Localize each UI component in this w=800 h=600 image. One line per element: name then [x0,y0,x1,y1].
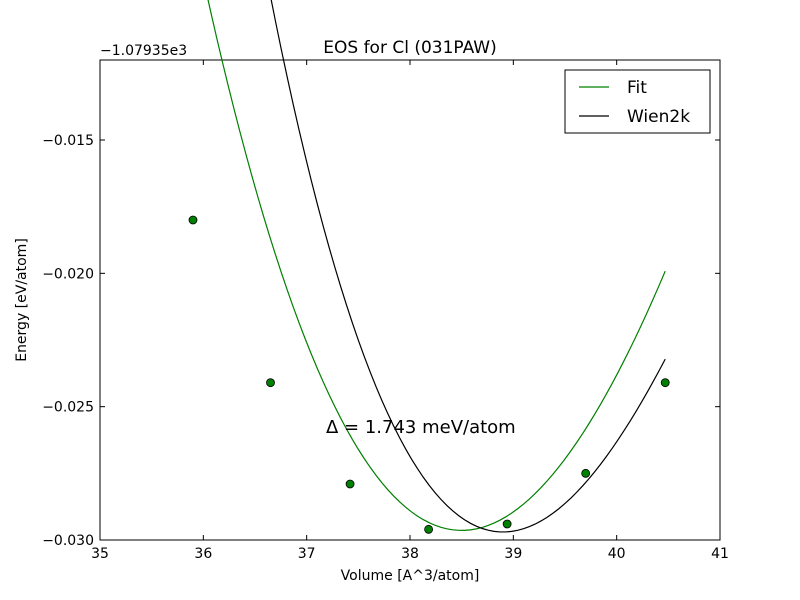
y-tick-label: −0.020 [42,266,94,282]
y-tick-label: −0.015 [42,133,94,149]
data-point [345,479,355,489]
x-tick-label: 41 [711,546,729,562]
data-point [188,215,198,225]
y-axis-label: Energy [eV/atom] [14,238,30,362]
data-point [660,378,670,388]
x-tick-label: 38 [401,546,419,562]
x-tick-label: 39 [504,546,522,562]
x-tick-label: 37 [298,546,316,562]
x-tick-label: 36 [194,546,212,562]
legend-label: Wien2k [627,107,690,127]
y-tick-label: −0.030 [42,533,94,549]
data-point [502,519,512,529]
y-axis-offset-label: −1.07935e3 [100,43,187,59]
series-line-wien2k [270,0,666,533]
data-point [581,468,591,478]
legend-label: Fit [627,78,647,98]
x-tick-label: 35 [91,546,109,562]
y-tick-label: −0.025 [42,400,94,416]
legend: Fit Wien2k [564,69,711,134]
data-point [424,524,434,534]
plot-area: 35 36 37 38 39 40 41 −0.030 −0.025 −0.020 −0.015 [42,0,729,562]
series-line-fit [207,0,666,531]
x-tick-label: 40 [608,546,626,562]
legend-box [564,69,711,134]
data-point [266,378,275,388]
delta-annotation: Δ = 1.743 meV/atom [326,417,516,438]
x-axis-label: Volume [A^3/atom] [341,568,480,584]
chart-title: EOS for Cl (031PAW) [323,38,496,58]
